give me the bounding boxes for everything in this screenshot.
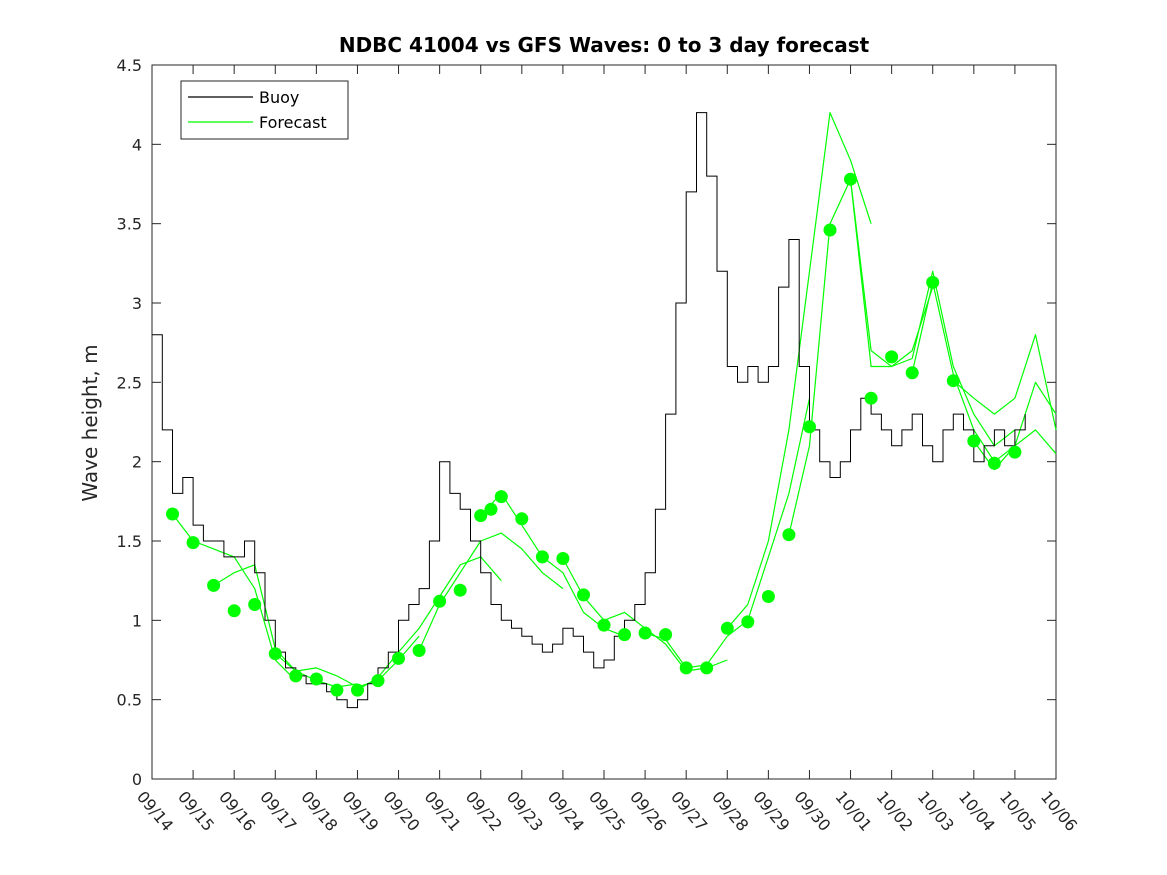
y-tick-label: 3 xyxy=(132,294,142,313)
forecast-marker xyxy=(556,552,570,565)
forecast-marker xyxy=(474,509,488,523)
legend-box xyxy=(180,80,349,140)
forecast-marker xyxy=(700,661,714,675)
y-axis-label: Wave height, m xyxy=(78,344,102,501)
forecast-marker xyxy=(720,621,734,635)
y-axis: 0 0.5 1 1.5 2 2.5 3 3.5 4 4.5 xyxy=(117,56,1056,789)
forecast-marker xyxy=(618,628,631,642)
forecast-marker xyxy=(679,661,693,675)
forecast-marker xyxy=(761,590,775,603)
y-tick-label: 2.5 xyxy=(117,373,142,392)
y-tick-label: 2 xyxy=(132,453,142,472)
y-tick-label: 0.5 xyxy=(117,691,142,710)
forecast-marker xyxy=(946,374,960,388)
forecast-marker xyxy=(186,536,200,550)
legend-buoy-label: Buoy xyxy=(259,88,299,107)
forecast-marker xyxy=(597,618,611,632)
forecast-marker xyxy=(268,647,282,661)
y-tick-label: 3.5 xyxy=(117,215,142,234)
forecast-marker xyxy=(289,669,303,683)
forecast-marker xyxy=(392,651,405,665)
y-tick-label: 0 xyxy=(132,770,142,789)
forecast-marker xyxy=(782,528,796,542)
forecast-marker xyxy=(967,434,981,448)
forecast-marker xyxy=(227,604,241,618)
plot-area: 00.511.522.533.544.5 09/1409/1509/1609/1… xyxy=(117,56,1082,835)
forecast-marker xyxy=(351,683,364,697)
forecast-marker xyxy=(371,674,385,688)
forecast-marker xyxy=(166,507,179,521)
forecast-marker xyxy=(905,366,919,380)
forecast-marker xyxy=(638,626,652,640)
forecast-marker xyxy=(248,598,262,611)
forecast-marker xyxy=(453,583,467,597)
legend-forecast-label: Forecast xyxy=(259,113,327,132)
forecast-run-line-4 xyxy=(357,556,502,691)
y-tick-label: 4.5 xyxy=(117,56,142,75)
buoy-series-group xyxy=(152,112,1026,709)
forecast-marker xyxy=(741,615,755,629)
forecast-marker xyxy=(987,456,1001,470)
y-tick-label: 1.5 xyxy=(117,532,142,551)
forecast-run-line-13 xyxy=(952,334,1057,431)
forecast-run-line-8 xyxy=(644,398,811,669)
forecast-marker xyxy=(412,644,426,657)
y-tick-label: 4 xyxy=(132,135,142,154)
forecast-marker xyxy=(535,550,549,564)
forecast-run-line-10 xyxy=(788,178,934,535)
forecast-marker xyxy=(309,672,323,686)
forecast-marker xyxy=(515,512,529,526)
forecast-marker xyxy=(484,502,498,516)
forecast-marker xyxy=(494,490,508,504)
forecast-markers-group xyxy=(166,172,1022,697)
forecast-marker xyxy=(844,172,857,186)
forecast-marker xyxy=(207,578,221,592)
legend: Buoy Forecast xyxy=(180,80,349,140)
forecast-marker xyxy=(926,275,940,289)
forecast-marker xyxy=(803,420,816,434)
buoy-line xyxy=(152,112,1026,709)
forecast-marker xyxy=(823,223,837,237)
forecast-marker xyxy=(885,350,899,364)
forecast-marker xyxy=(1008,445,1022,459)
forecast-marker xyxy=(659,628,673,642)
chart-title: NDBC 41004 vs GFS Waves: 0 to 3 day fore… xyxy=(339,33,870,57)
forecast-run-line-11 xyxy=(849,179,1016,447)
forecast-marker xyxy=(433,594,447,608)
forecast-marker xyxy=(864,391,878,405)
forecast-marker xyxy=(577,588,590,602)
forecast-marker xyxy=(330,683,344,697)
y-tick-label: 1 xyxy=(132,611,142,630)
